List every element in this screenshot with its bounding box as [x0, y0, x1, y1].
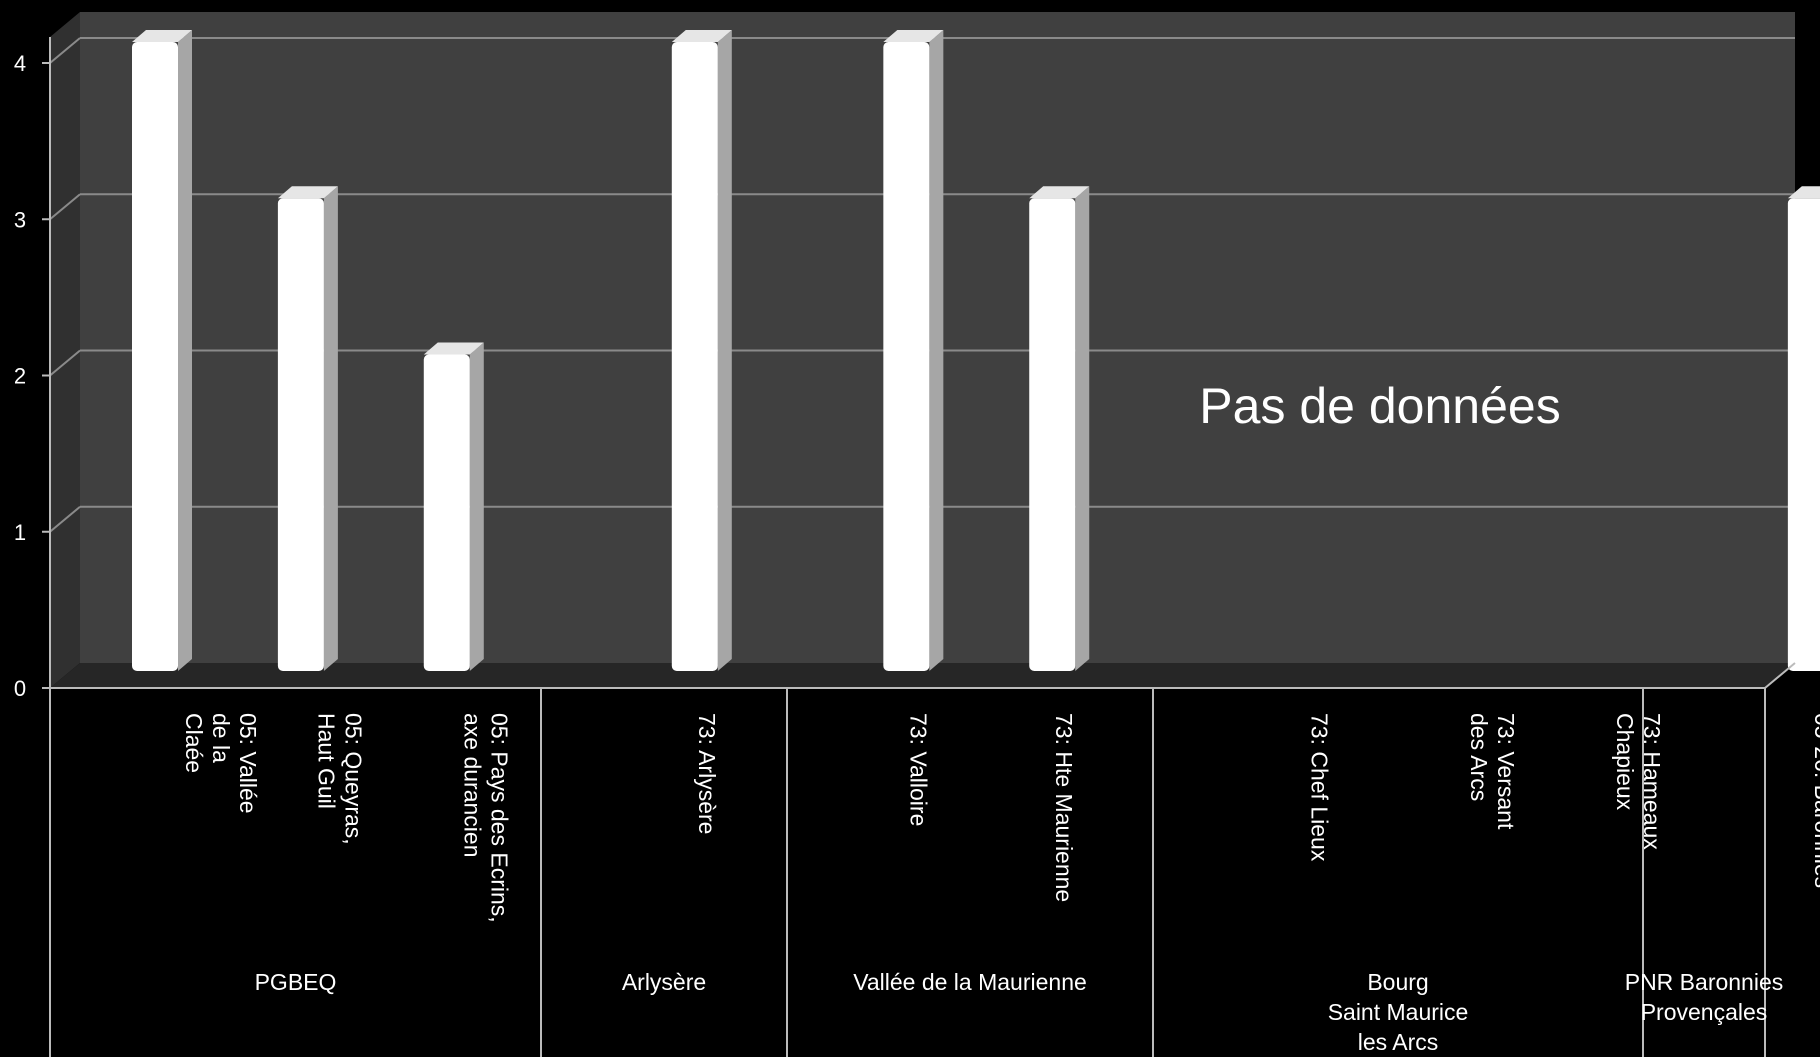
y-axis: 0 1 2 3 4 — [14, 37, 51, 701]
x-group-label: Bourg Saint Maurice les Arcs — [1328, 969, 1469, 1055]
gridline-side — [49, 349, 81, 377]
x-group-label: PGBEQ — [255, 969, 337, 995]
x-category-label: 73: Chef Lieux — [1307, 713, 1333, 862]
x-group-label: PNR Baronnies Provençales — [1625, 969, 1784, 1025]
gridline-side — [49, 37, 81, 64]
bar-top — [1029, 186, 1090, 199]
bar-side — [929, 30, 944, 671]
bar-side — [178, 30, 192, 671]
bar-side — [1075, 186, 1090, 671]
bar-top — [277, 186, 338, 199]
no-data-annotation: Pas de données — [1199, 378, 1560, 434]
x-category-label: 05: Valléede laClaée — [181, 713, 261, 814]
bar — [883, 30, 944, 671]
bar-front — [132, 42, 178, 671]
y-tick-label: 2 — [14, 364, 26, 389]
gridline-side — [49, 193, 81, 221]
y-tick-label: 1 — [14, 520, 26, 545]
bar-front — [671, 42, 718, 671]
x-group-label: Arlysère — [622, 969, 706, 995]
gridline-side — [49, 505, 81, 533]
bar-side — [323, 186, 338, 671]
bar-front — [883, 42, 930, 671]
x-category-label: 05: Queyras,Haut Guil — [313, 713, 366, 845]
x-category-label: 73: Versantdes Arcs — [1466, 713, 1519, 830]
y-tick-label: 4 — [14, 51, 26, 76]
x-axis: 05: Valléede laClaée 05: Queyras,Haut Gui… — [49, 662, 1820, 1057]
bar — [132, 30, 192, 671]
x-category-label: 73: Valloire — [905, 713, 931, 826]
bar — [671, 30, 732, 671]
bar — [277, 186, 338, 671]
bar-front — [423, 354, 470, 671]
y-tick-label: 0 — [14, 676, 26, 701]
bar — [423, 342, 484, 671]
floor — [50, 663, 1795, 688]
bar-front — [277, 198, 324, 671]
bar-top — [423, 342, 484, 355]
x-category-label: 73: Hte Maurienne — [1051, 713, 1077, 902]
bar-side — [469, 342, 484, 671]
bars — [132, 30, 1820, 671]
bar-top — [671, 30, 732, 42]
bar-front — [1787, 198, 1820, 671]
bar-front — [1029, 198, 1076, 671]
x-category-label: 05-26: Baronnies — [1810, 713, 1820, 888]
bar-top — [883, 30, 944, 42]
side-wall — [50, 12, 80, 688]
x-category-label: 05: Pays des Ecrins,axe durancien — [459, 713, 512, 923]
bar-side — [717, 30, 732, 671]
x-category-label: 73: Arlysère — [694, 713, 720, 834]
bar-top — [1787, 186, 1820, 199]
x-axis-depth-line — [1764, 662, 1796, 689]
y-tick-label: 3 — [14, 207, 26, 232]
bar-top — [132, 30, 192, 42]
bar — [1029, 186, 1090, 671]
x-group-label: Vallée de la Maurienne — [853, 969, 1087, 995]
bar — [1787, 186, 1820, 671]
